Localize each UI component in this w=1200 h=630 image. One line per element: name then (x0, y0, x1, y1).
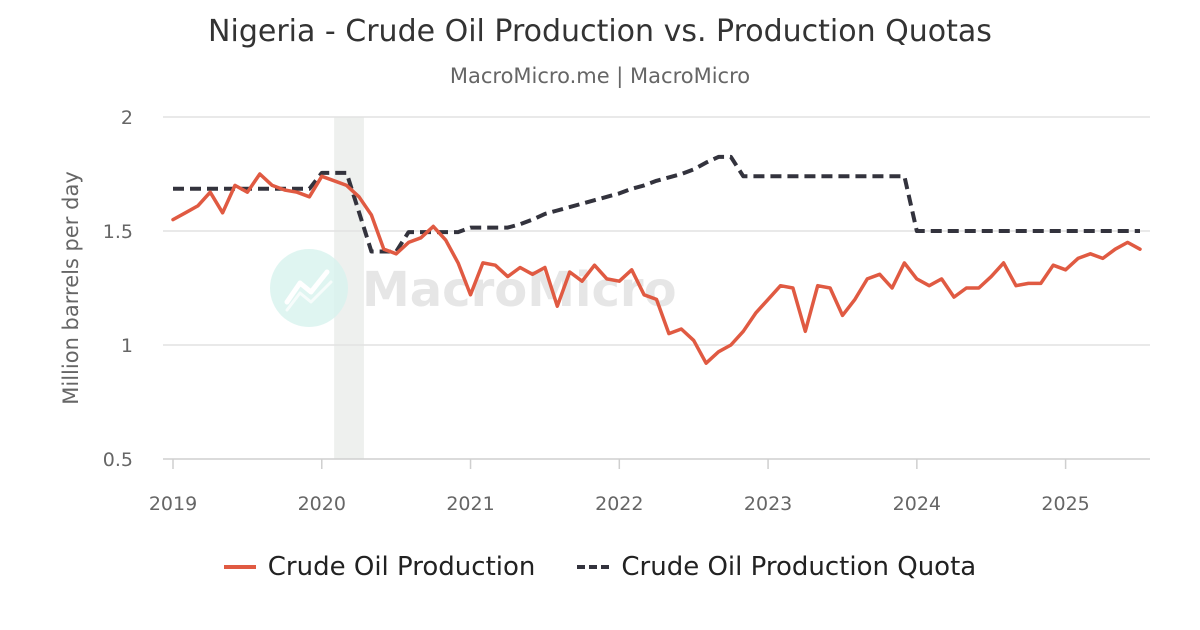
series-lines (171, 154, 1142, 365)
watermark-logo-line (284, 269, 330, 305)
y-axis-label: Million barrels per day (59, 171, 83, 404)
x-tick-label: 2019 (149, 493, 197, 515)
series-line-quota[interactable] (173, 154, 1140, 254)
legend-item-quota[interactable]: Crude Oil Production Quota (577, 552, 976, 582)
legend-label-production: Crude Oil Production (267, 552, 536, 582)
y-tick-label: 1 (121, 335, 133, 357)
x-tick-label: 2023 (744, 493, 792, 515)
x-tick-label: 2020 (298, 493, 346, 515)
legend-swatch-solid-icon (223, 565, 256, 569)
watermark-logo-line-2 (285, 280, 333, 312)
x-tick-label: 2021 (446, 493, 494, 515)
axes: 0.5 1 1.5 2 2019 2020 2021 2022 2023 2024 2025 (103, 107, 1150, 515)
y-tick-label: 1.5 (103, 221, 133, 243)
chart-title: Nigeria - Crude Oil Production vs. Produ… (208, 14, 992, 49)
x-tick-label: 2022 (595, 493, 643, 515)
y-tick-label: 2 (121, 107, 133, 129)
legend: Crude Oil Production Crude Oil Productio… (0, 552, 1200, 582)
chart-subtitle: MacroMicro.me | MacroMicro (449, 64, 751, 88)
watermark: MacroMicro (270, 249, 677, 327)
series-line-production[interactable] (171, 172, 1142, 365)
x-tick-label: 2024 (893, 493, 941, 515)
watermark-text: MacroMicro (362, 262, 677, 318)
legend-label-quota: Crude Oil Production Quota (621, 552, 977, 582)
legend-swatch-dashed-icon (577, 565, 610, 569)
x-tick-label: 2025 (1041, 493, 1089, 515)
y-tick-label: 0.5 (103, 449, 133, 471)
legend-item-production[interactable]: Crude Oil Production (223, 552, 536, 582)
